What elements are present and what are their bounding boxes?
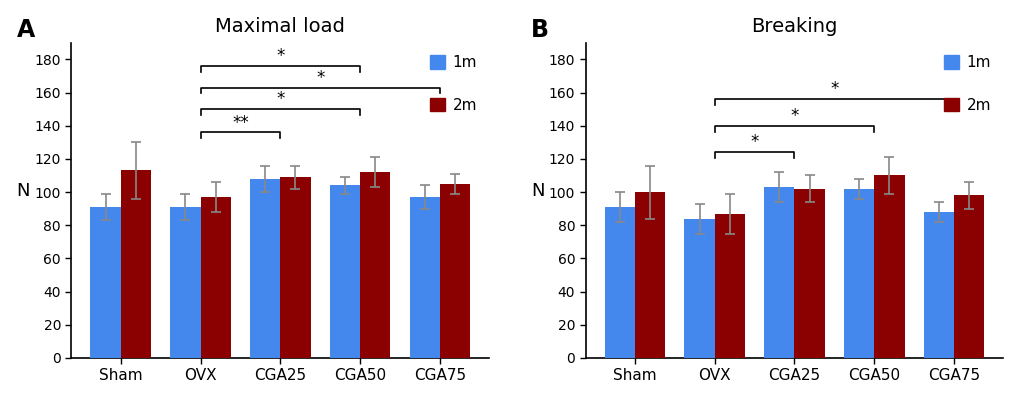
Bar (923, 212, 953, 358)
Text: B: B (531, 18, 549, 42)
Legend: 1m, 2m: 1m, 2m (425, 50, 481, 117)
Text: *: * (829, 80, 838, 98)
Bar (634, 192, 664, 358)
Bar (250, 179, 280, 358)
Y-axis label: N: N (530, 182, 544, 200)
Bar (439, 184, 470, 358)
Bar (91, 207, 120, 358)
Bar (873, 176, 904, 358)
Bar (763, 187, 794, 358)
Bar (843, 189, 873, 358)
Bar (794, 189, 824, 358)
Bar (329, 186, 360, 358)
Text: **: ** (231, 114, 249, 132)
Title: Maximal load: Maximal load (215, 17, 344, 36)
Title: Breaking: Breaking (751, 17, 837, 36)
Bar (714, 214, 744, 358)
Bar (604, 207, 634, 358)
Bar (201, 197, 230, 358)
Bar (280, 177, 311, 358)
Bar (953, 195, 983, 358)
Text: *: * (750, 134, 758, 152)
Bar (120, 170, 151, 358)
Bar (684, 218, 714, 358)
Bar (410, 197, 439, 358)
Y-axis label: N: N (16, 182, 31, 200)
Text: *: * (276, 47, 284, 65)
Text: *: * (276, 90, 284, 108)
Text: *: * (316, 69, 324, 87)
Legend: 1m, 2m: 1m, 2m (938, 50, 995, 117)
Bar (360, 172, 390, 358)
Bar (170, 207, 201, 358)
Text: *: * (790, 107, 798, 125)
Text: A: A (17, 18, 36, 42)
